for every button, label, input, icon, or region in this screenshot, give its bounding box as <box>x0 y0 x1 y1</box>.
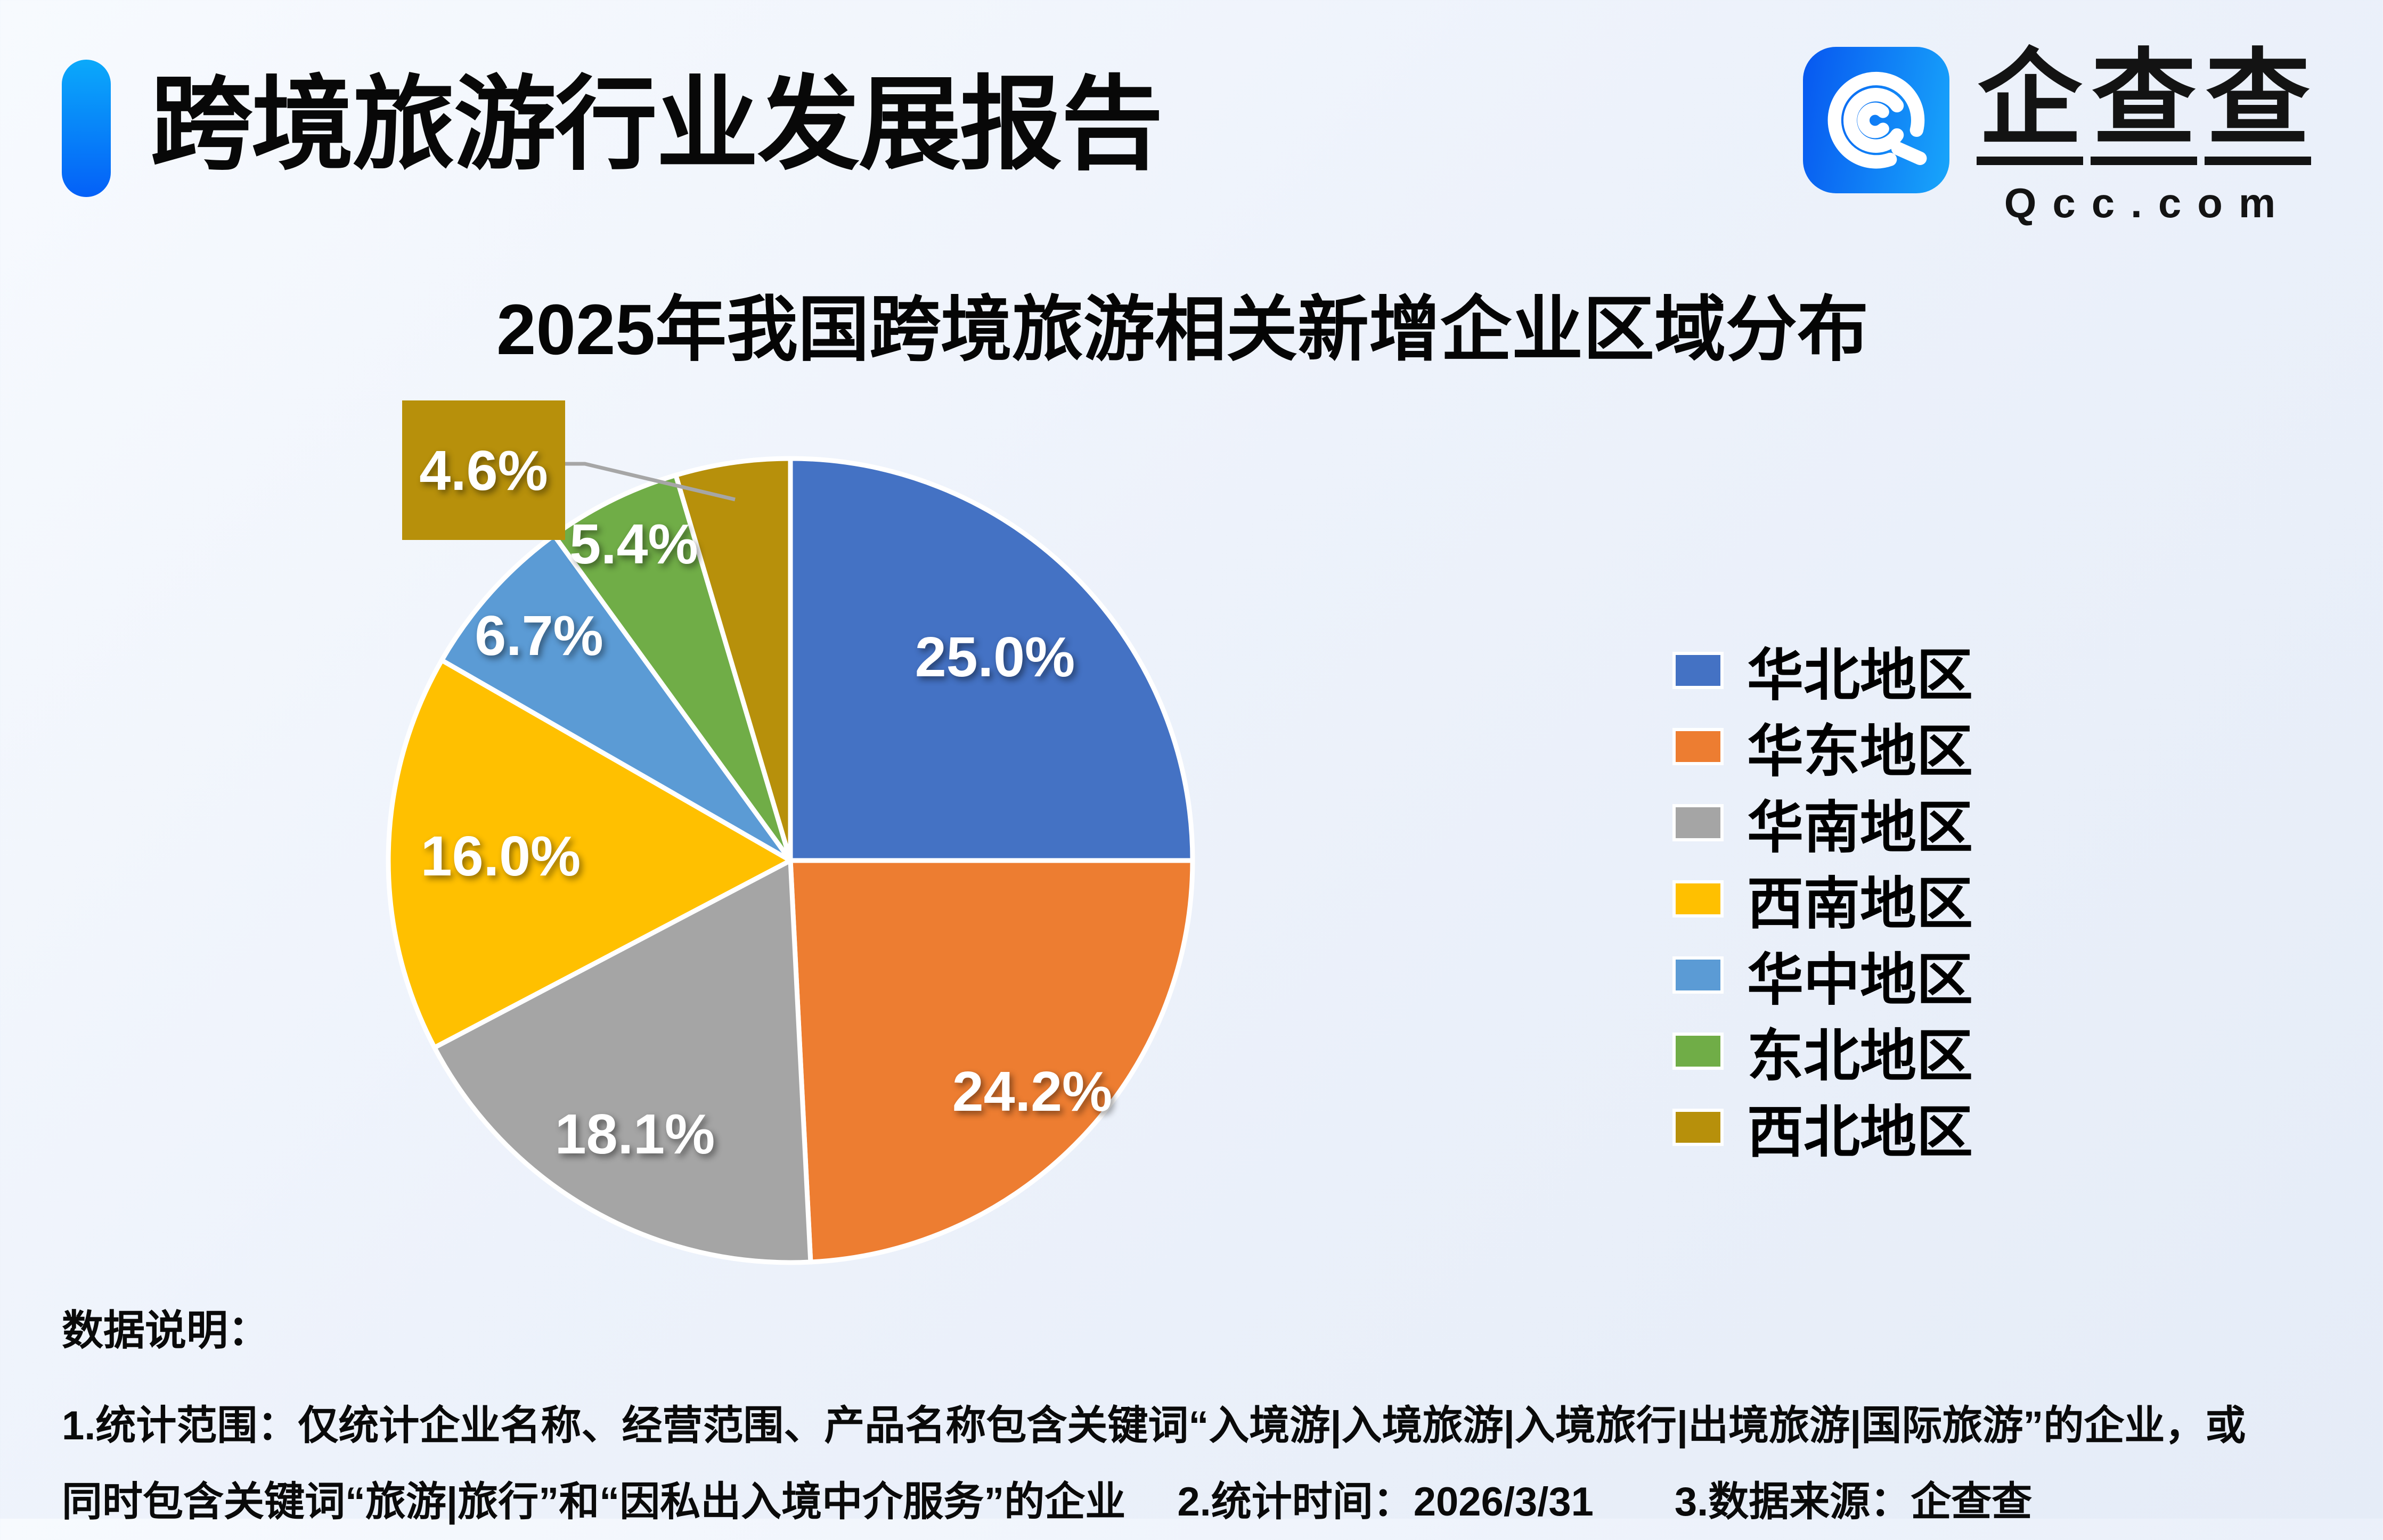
brand-logo: 企查查 Qcc.com <box>1802 47 2315 227</box>
legend-swatch-1 <box>1676 731 1720 762</box>
legend-label-5: 东北地区 <box>1747 1025 1973 1088</box>
legend-item-5: 东北地区 <box>1676 1013 1973 1089</box>
legend-label-6: 西北地区 <box>1747 1101 1973 1164</box>
note-line-1: 1.统计范围：仅统计企业名称、经营范围、产品名称包含关键词“入境游|入境旅游|入… <box>62 1403 2246 1448</box>
legend-swatch-4 <box>1676 959 1720 990</box>
legend-swatch-0 <box>1676 654 1720 686</box>
qcc-logo-glyph <box>1828 71 1927 169</box>
callout-label: 4.6% <box>419 439 548 502</box>
brand-domain: Qcc.com <box>2004 179 2292 226</box>
legend-item-1: 华东地区 <box>1676 708 1973 784</box>
brand-name: 企查查 <box>1973 47 2315 165</box>
legend-label-0: 华北地区 <box>1747 644 1973 707</box>
brand-name-char-1: 查 <box>2090 47 2197 165</box>
slice-label-4: 6.7% <box>475 604 603 667</box>
brand-text: 企查查 Qcc.com <box>1973 47 2315 227</box>
pie-slice-3 <box>386 658 793 1050</box>
legend-swatch-6 <box>1676 1111 1720 1143</box>
brand-name-char-2: 查 <box>2204 47 2311 165</box>
chart-title: 2025年我国跨境旅游相关新增企业区域分布 <box>496 290 1869 370</box>
data-notes: 数据说明： 1.统计范围：仅统计企业名称、经营范围、产品名称包含关键词“入境游|… <box>62 1297 2352 1540</box>
page-title: 跨境旅游行业发展报告 <box>150 67 1163 182</box>
slice-label-1: 24.2% <box>952 1060 1113 1123</box>
slice-label-3: 16.0% <box>421 825 581 888</box>
pie-slice-1 <box>788 858 1195 1265</box>
callout-leader-line <box>565 462 736 502</box>
legend-swatch-3 <box>1676 883 1720 914</box>
pie-slice-0 <box>788 456 1195 863</box>
notes-heading: 数据说明： <box>62 1307 270 1354</box>
pie-slice-2 <box>432 858 813 1265</box>
brand-name-char-0: 企 <box>1976 47 2083 165</box>
slice-label-2: 18.1% <box>555 1103 715 1166</box>
note-line-2: 同时包含关键词“旅游|旅行”和“因私出入境中介服务”的企业 2.统计时间：202… <box>62 1479 2033 1525</box>
legend-item-4: 华中地区 <box>1676 937 1973 1013</box>
legend-item-2: 华南地区 <box>1676 784 1973 861</box>
slice-label-0: 25.0% <box>915 626 1075 689</box>
legend-swatch-2 <box>1676 807 1720 838</box>
legend-label-4: 华中地区 <box>1747 948 1973 1012</box>
pie-slice-6 <box>673 456 793 863</box>
legend-item-3: 西南地区 <box>1676 861 1973 937</box>
legend-label-2: 华南地区 <box>1747 796 1973 859</box>
legend-swatch-5 <box>1676 1035 1720 1067</box>
pie-slice-4 <box>439 533 793 863</box>
chart-legend: 华北地区华东地区华南地区西南地区华中地区东北地区西北地区 <box>1676 632 1973 1165</box>
legend-label-3: 西南地区 <box>1747 872 1973 936</box>
legend-item-6: 西北地区 <box>1676 1089 1973 1165</box>
header-accent-bar <box>62 60 111 197</box>
qcc-logo-icon <box>1802 47 1949 193</box>
slice-label-5: 5.4% <box>569 513 698 576</box>
callout-box <box>402 400 565 540</box>
legend-label-1: 华东地区 <box>1747 720 1973 783</box>
legend-item-0: 华北地区 <box>1676 632 1973 708</box>
